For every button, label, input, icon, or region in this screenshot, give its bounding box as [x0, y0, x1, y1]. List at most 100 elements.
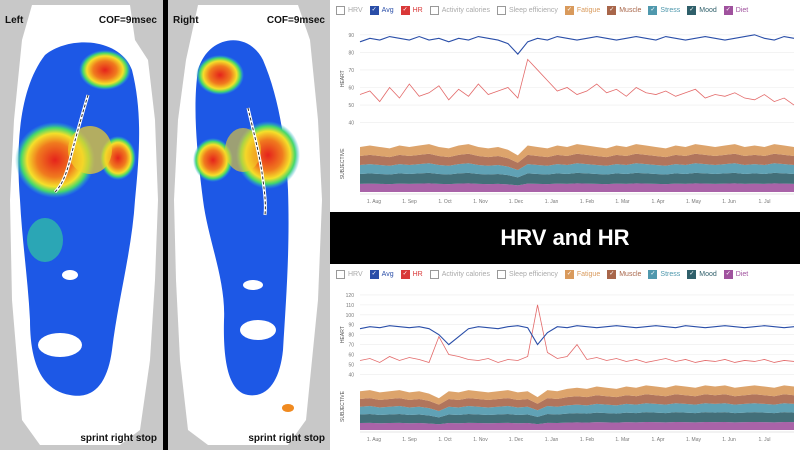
legend-checkbox[interactable]: ✓: [607, 6, 617, 15]
top-chart-panel: HRV ✓ Avg ✓ HR Activity calories Sleep efficie…: [330, 0, 800, 212]
left-caption: sprint right stop: [80, 433, 157, 444]
y-tick-label: 60: [348, 86, 354, 92]
legend-label: Sleep efficiency: [508, 7, 558, 14]
legend-item-hr[interactable]: ✓ HR: [400, 270, 423, 279]
legend-item-stress[interactable]: ✓ Stress: [648, 6, 680, 15]
subjective-band-stress: [360, 403, 794, 418]
x-tick-label: 1. Aug: [367, 437, 381, 443]
left-foot-pressure-map: Left COF=9msec sprint right stop: [0, 0, 163, 450]
series-avg-line: [359, 34, 795, 55]
legend-checkbox[interactable]: ✓: [648, 6, 658, 15]
x-tick-label: 1. Jun: [722, 199, 736, 205]
x-tick-label: 1. Apr: [651, 199, 664, 205]
legend-checkbox[interactable]: ✓: [723, 6, 733, 15]
legend-label: Muscle: [619, 271, 642, 278]
legend-checkbox[interactable]: [336, 6, 345, 15]
subjective-band-diet: [360, 421, 794, 430]
legend-item-sleep-efficiency[interactable]: Sleep efficiency: [496, 270, 558, 279]
top-chart-svg: 40 50 60 70 80 90 HEART SUBJECTIVE 1. Aug 1. Sep 1…: [340, 33, 795, 205]
legend-label: Diet: [735, 271, 749, 278]
banner-title: HRV and HR: [500, 225, 630, 250]
legend-checkbox[interactable]: ✓: [564, 6, 574, 15]
series-hr-line: [359, 58, 795, 106]
legend-label: Stress: [660, 7, 681, 14]
legend-checkbox[interactable]: ✓: [687, 6, 697, 15]
x-tick-label: 1. Nov: [473, 199, 488, 205]
legend-checkbox[interactable]: ✓: [369, 270, 379, 279]
legend-label: HRV: [348, 7, 363, 14]
subjective-band-stress: [360, 163, 794, 178]
x-tick-label: 1. Jun: [722, 437, 736, 443]
legend-checkbox[interactable]: ✓: [607, 270, 617, 279]
legend-item-activity-calories[interactable]: Activity calories: [429, 6, 490, 15]
x-tick-label: 1. Dec: [509, 199, 524, 205]
legend-checkbox[interactable]: [429, 6, 439, 15]
legend-label: Fatigue: [576, 7, 601, 14]
section-label-subjective: SUBJECTIVE: [340, 148, 346, 180]
legend-item-muscle[interactable]: ✓ Muscle: [607, 6, 641, 15]
bottom-chart-panel: HRV ✓ Avg ✓ HR Activity calories Sleep efficie…: [330, 264, 800, 450]
legend-item-mood[interactable]: ✓ Mood: [687, 270, 717, 279]
y-tick-label: 80: [348, 50, 354, 56]
legend-checkbox[interactable]: [496, 270, 506, 279]
legend-label: Activity calories: [441, 271, 490, 278]
y-tick-label: 90: [348, 33, 354, 39]
x-tick-label: 1. Mar: [615, 199, 630, 205]
legend-label: Fatigue: [576, 271, 601, 278]
legend-checkbox[interactable]: [336, 270, 345, 279]
subjective-band-fatigue: [360, 385, 794, 405]
x-tick-label: 1. Sep: [402, 199, 417, 205]
legend-item-mood[interactable]: ✓ Mood: [687, 6, 717, 15]
y-tick-label: 70: [348, 68, 354, 74]
y-tick-label: 50: [348, 362, 354, 368]
subjective-band-muscle: [360, 153, 794, 171]
bottom-chart-svg: 40 50 60 70 80 90 100 110 120 HEART SUBJECTIVE 1. A…: [340, 293, 795, 443]
x-tick-label: 1. May: [686, 437, 702, 443]
legend-item-stress[interactable]: ✓ Stress: [648, 270, 680, 279]
legend-checkbox[interactable]: ✓: [687, 270, 697, 279]
legend-label: Stress: [660, 271, 681, 278]
legend-label: HR: [412, 271, 423, 278]
legend-label: Activity calories: [441, 7, 490, 14]
y-tick-label: 120: [346, 293, 355, 299]
subjective-band-mood: [360, 412, 794, 425]
y-tick-label: 40: [348, 372, 354, 378]
x-tick-label: 1. Sep: [402, 437, 417, 443]
legend-label: Avg: [381, 271, 394, 278]
legend-label: HR: [412, 7, 423, 14]
x-tick-label: 1. Jan: [545, 437, 559, 443]
legend-checkbox[interactable]: [496, 6, 506, 15]
legend-item-diet[interactable]: ✓ Diet: [723, 6, 748, 15]
legend-item-diet[interactable]: ✓ Diet: [723, 270, 749, 279]
section-label-heart: HEART: [340, 70, 346, 87]
right-foot-heatmap: [174, 5, 322, 445]
legend-checkbox[interactable]: ✓: [369, 6, 379, 15]
legend-checkbox[interactable]: ✓: [648, 270, 658, 279]
x-tick-label: 1. Oct: [438, 199, 452, 205]
subjective-band-fatigue: [360, 144, 794, 163]
x-tick-label: 1. Oct: [438, 437, 452, 443]
legend-checkbox[interactable]: ✓: [564, 270, 574, 279]
legend-item-activity-calories[interactable]: Activity calories: [429, 270, 490, 279]
left-cof-label: COF=9msec: [98, 15, 157, 26]
legend-item-fatigue[interactable]: ✓ Fatigue: [564, 270, 601, 279]
legend-checkbox[interactable]: ✓: [400, 6, 410, 15]
legend-item-muscle[interactable]: ✓ Muscle: [607, 270, 641, 279]
legend-checkbox[interactable]: [429, 270, 439, 279]
legend-item-fatigue[interactable]: ✓ Fatigue: [564, 6, 601, 15]
right-caption: sprint right stop: [248, 433, 325, 444]
y-tick-label: 60: [348, 353, 354, 359]
legend-item-avg[interactable]: ✓ Avg: [369, 270, 394, 279]
legend-checkbox[interactable]: ✓: [723, 270, 733, 279]
legend-checkbox[interactable]: ✓: [400, 270, 410, 279]
subjective-band-diet: [360, 183, 794, 192]
pressure-scan-area: Left COF=9msec sprint right stop Right C…: [0, 0, 331, 450]
legend-item-hrv[interactable]: HRV: [336, 270, 363, 279]
legend-item-hr[interactable]: ✓ HR: [400, 6, 423, 15]
legend-item-hrv[interactable]: HRV: [336, 6, 363, 15]
legend-item-avg[interactable]: ✓ Avg: [369, 6, 394, 15]
legend-item-sleep-efficiency[interactable]: Sleep efficiency: [496, 6, 558, 15]
left-side-label: Left: [5, 15, 24, 26]
x-tick-label: 1. Jul: [759, 199, 771, 205]
left-foot-heatmap: [10, 5, 158, 445]
